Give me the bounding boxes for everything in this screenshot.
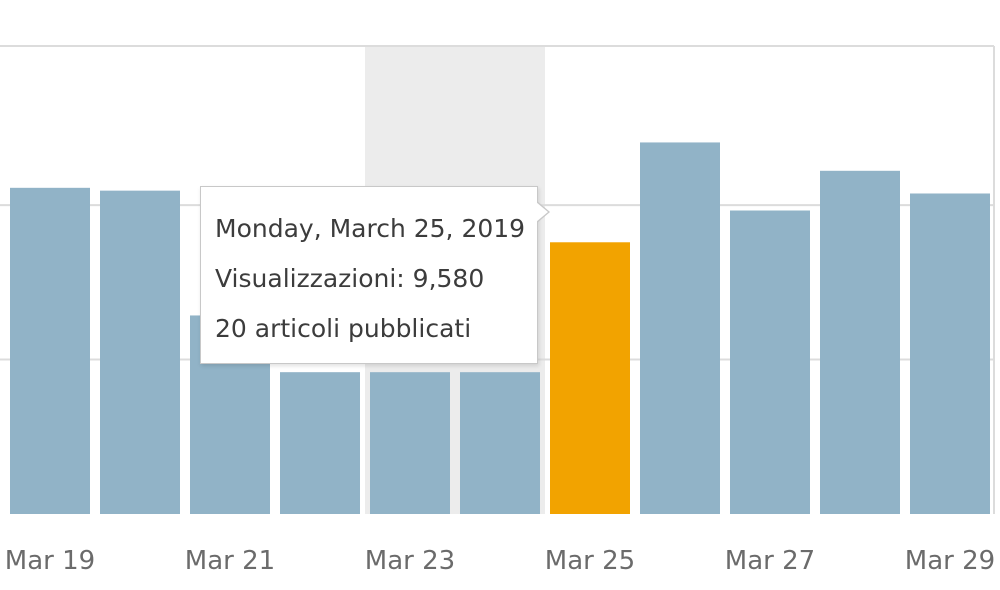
bar-mar-22[interactable] bbox=[280, 372, 360, 514]
x-tick-label: Mar 23 bbox=[365, 546, 455, 576]
bar-mar-19[interactable] bbox=[10, 187, 90, 514]
tooltip-arrow-fill bbox=[536, 202, 548, 222]
x-tick-label: Mar 29 bbox=[905, 546, 995, 576]
bar-mar-20[interactable] bbox=[100, 190, 180, 514]
bar-mar-28[interactable] bbox=[820, 170, 900, 515]
tooltip-posts: 20 articoli pubblicati bbox=[215, 314, 472, 343]
bar-mar-23[interactable] bbox=[370, 372, 450, 514]
bar-mar-27[interactable] bbox=[730, 210, 810, 514]
x-tick-label: Mar 25 bbox=[545, 546, 635, 576]
bar-mar-25[interactable] bbox=[550, 242, 630, 514]
tooltip-date: Monday, March 25, 2019 bbox=[215, 214, 526, 243]
x-tick-label: Mar 19 bbox=[5, 546, 95, 576]
bar-mar-26[interactable] bbox=[640, 142, 720, 514]
x-tick-label: Mar 27 bbox=[725, 546, 815, 576]
tooltip-views: Visualizzazioni: 9,580 bbox=[215, 264, 485, 293]
bar-mar-24[interactable] bbox=[460, 372, 540, 514]
bar-mar-29[interactable] bbox=[910, 193, 990, 514]
x-tick-label: Mar 21 bbox=[185, 546, 275, 576]
chart-tooltip: Monday, March 25, 2019 Visualizzazioni: … bbox=[200, 186, 550, 364]
